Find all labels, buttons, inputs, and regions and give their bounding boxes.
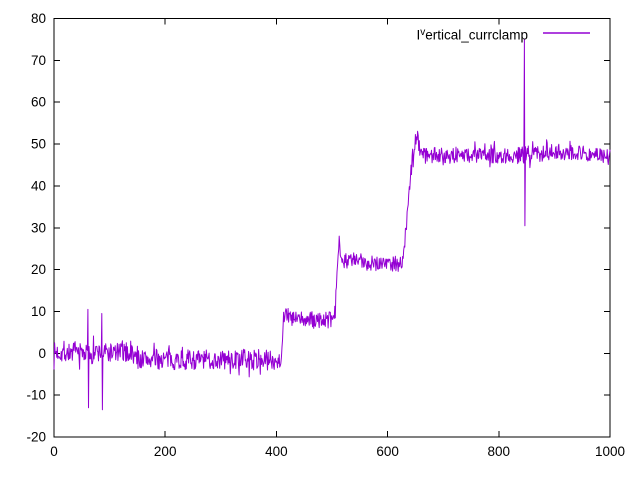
y-axis-tick-label: -10 xyxy=(26,388,46,403)
y-axis-tick-label: 50 xyxy=(31,137,46,152)
y-axis-tick-label: 60 xyxy=(31,95,46,110)
x-axis-tick-label: 200 xyxy=(154,444,177,459)
legend-label: Ivertical_currclamp xyxy=(416,27,528,43)
y-axis-tick-label: 20 xyxy=(31,262,46,277)
plot-border xyxy=(53,18,611,438)
axes: 0 200 400 600 800 1000 -20 -10 0 10 20 30 40 50 60 70 80 xyxy=(26,11,625,459)
x-axis-tick-label: 1000 xyxy=(595,444,625,459)
y-axis-tick-label: -20 xyxy=(26,430,46,445)
y-axis-tick-label: 30 xyxy=(31,220,46,235)
series-line xyxy=(53,38,611,411)
y-axis-tick-label: 10 xyxy=(31,304,46,319)
x-axis-tick-label: 600 xyxy=(376,444,399,459)
legend: Ivertical_currclamp xyxy=(416,27,590,43)
x-axis-tick-label: 400 xyxy=(265,444,288,459)
y-axis-tick-label: 0 xyxy=(38,346,46,361)
y-axis-tick-label: 40 xyxy=(31,178,46,193)
y-axis-tick-label: 70 xyxy=(31,53,46,68)
legend-label-rest: ertical_currclamp xyxy=(425,28,528,43)
legend-label-prefix: I xyxy=(416,28,420,43)
y-axis-tick-label: 80 xyxy=(31,11,46,26)
legend-label-superscript: v xyxy=(420,27,425,38)
x-axis-tick-label: 800 xyxy=(488,444,511,459)
x-axis-tick-label: 0 xyxy=(50,444,58,459)
